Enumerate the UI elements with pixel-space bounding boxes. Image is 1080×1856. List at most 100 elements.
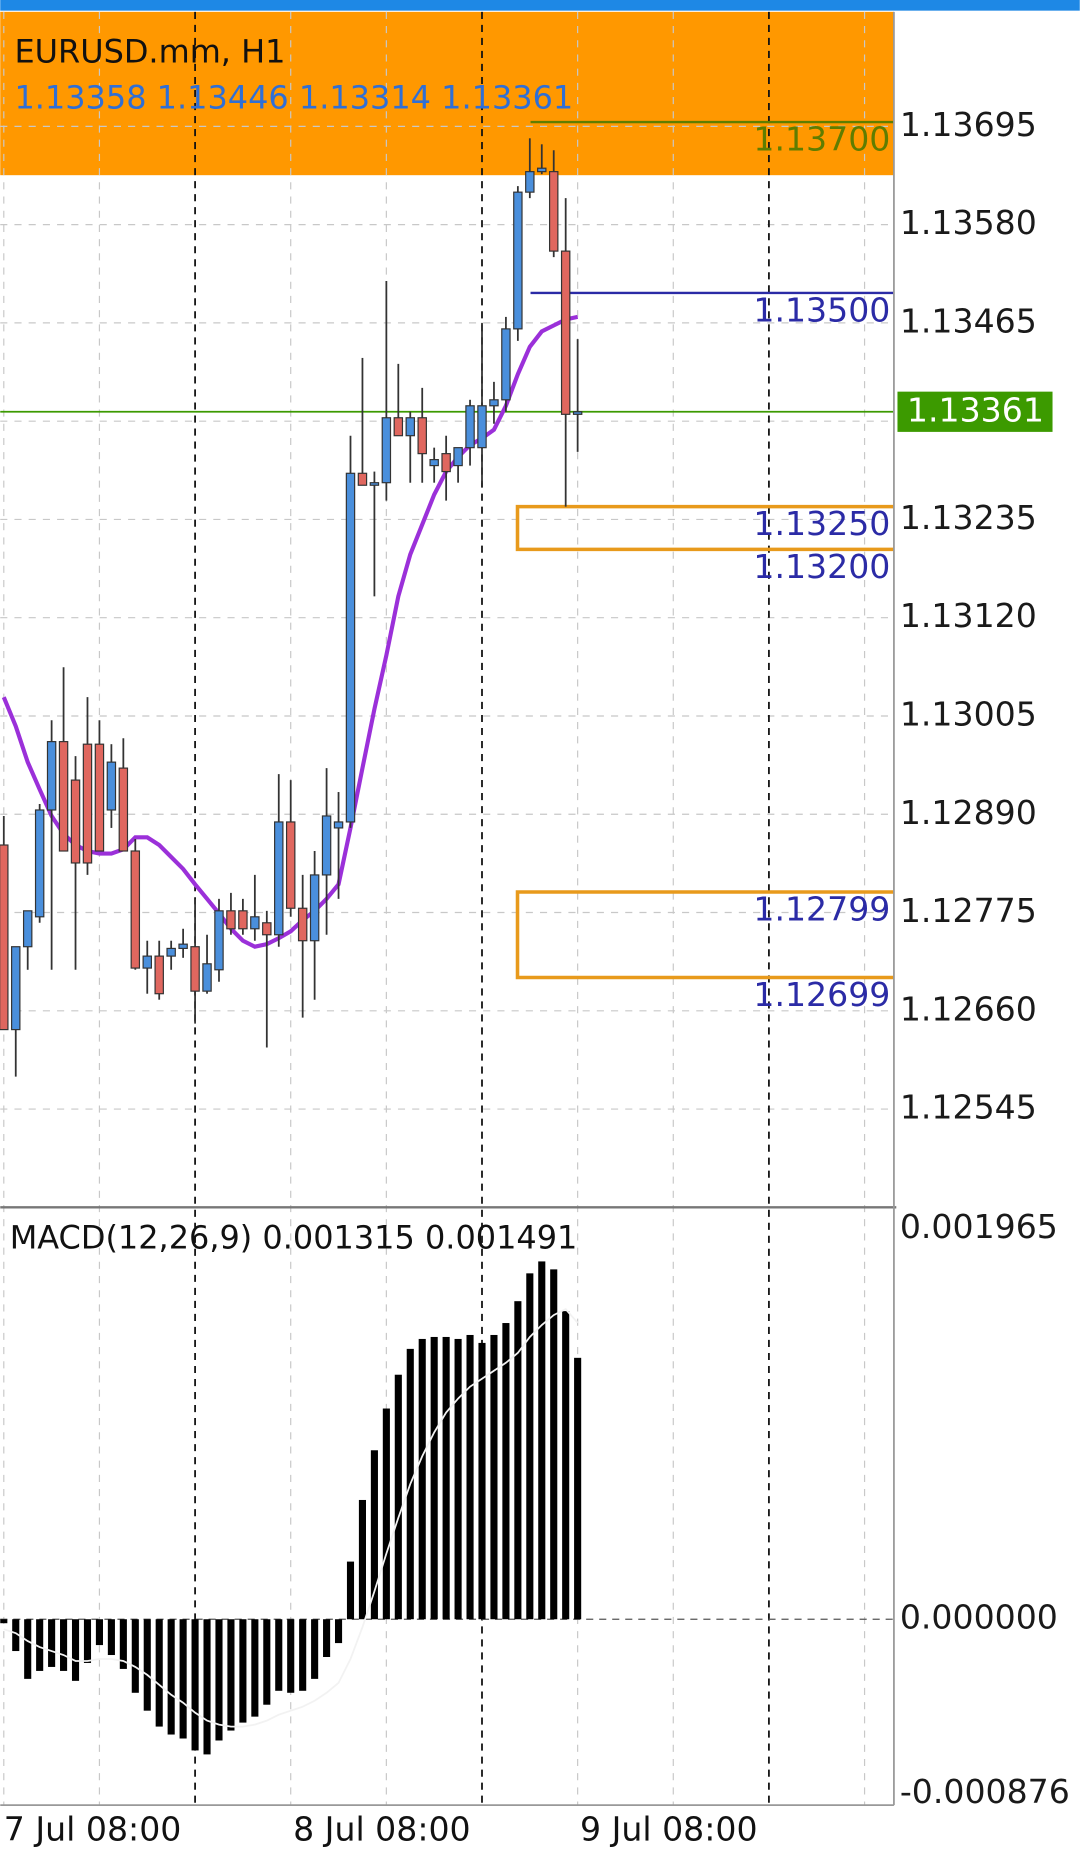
macd-bar bbox=[334, 1619, 343, 1644]
candle-body bbox=[357, 472, 368, 486]
macd-bar bbox=[526, 1273, 534, 1620]
macd-bar bbox=[490, 1334, 498, 1620]
macd-name: MACD(12,26,9) bbox=[10, 1218, 253, 1256]
y-tick-label: 1.12890 bbox=[900, 793, 1037, 832]
macd-bar bbox=[131, 1619, 139, 1693]
macd-bar bbox=[71, 1619, 80, 1681]
candle-body bbox=[262, 922, 272, 936]
candle-body bbox=[405, 417, 416, 437]
macd-bar bbox=[48, 1619, 56, 1667]
macd-bar bbox=[442, 1336, 450, 1620]
y-tick-label: 1.13580 bbox=[900, 203, 1037, 242]
y-tick-label: 1.12545 bbox=[900, 1088, 1037, 1127]
candle-body bbox=[226, 910, 236, 930]
current-price-label: 1.13361 bbox=[907, 390, 1044, 429]
candle-body bbox=[250, 916, 260, 930]
macd-bar bbox=[370, 1450, 378, 1620]
zone bbox=[515, 890, 894, 980]
y-tick-label: 1.13695 bbox=[900, 105, 1037, 144]
candle-body bbox=[34, 809, 45, 918]
macd-title: MACD(12,26,9) 0.001315 0.001491 bbox=[10, 1218, 578, 1256]
level-label: 1.13700 bbox=[753, 120, 890, 159]
candle-body bbox=[417, 417, 427, 455]
candle-body bbox=[453, 447, 463, 467]
macd-bar bbox=[454, 1338, 462, 1620]
macd-bar bbox=[574, 1357, 582, 1620]
candle-body bbox=[190, 946, 200, 992]
ohlc-value: 1.13358 bbox=[14, 78, 146, 116]
candle-body bbox=[345, 472, 356, 823]
ohlc-readout: 1.13358 1.13446 1.13314 1.13361 bbox=[14, 78, 573, 116]
ohlc-value: 1.13314 bbox=[299, 78, 431, 116]
zone-bottom-label: 1.12699 bbox=[753, 975, 890, 1014]
macd-bar bbox=[60, 1619, 68, 1671]
macd-bar bbox=[24, 1619, 32, 1679]
ohlc-value: 1.13446 bbox=[157, 78, 289, 116]
zone-top-label: 1.12799 bbox=[753, 889, 890, 928]
y-tick-label: 0.000000 bbox=[900, 1598, 1058, 1637]
macd-bar bbox=[215, 1619, 223, 1741]
macd-value: 0.001315 bbox=[262, 1218, 414, 1256]
macd-bar bbox=[514, 1301, 522, 1620]
macd-bar bbox=[478, 1342, 486, 1620]
macd-bar bbox=[12, 1619, 20, 1652]
candle-body bbox=[70, 779, 81, 864]
x-tick-label: 7 Jul 08:00 bbox=[4, 1810, 182, 1849]
candle-body bbox=[537, 167, 547, 173]
zone-top-label: 1.13250 bbox=[753, 504, 890, 543]
candle-body bbox=[501, 328, 511, 401]
macd-bar bbox=[346, 1561, 355, 1620]
macd-bar bbox=[95, 1619, 103, 1646]
candle-body bbox=[58, 741, 69, 852]
candle-body bbox=[142, 955, 152, 969]
candle-body bbox=[154, 955, 164, 995]
candle-body bbox=[513, 191, 523, 330]
candle-body bbox=[465, 405, 475, 449]
candle-body bbox=[82, 743, 93, 864]
candle-body bbox=[130, 850, 141, 969]
candle-body bbox=[202, 963, 212, 992]
y-tick-label: 0.001965 bbox=[900, 1207, 1058, 1246]
macd-bar bbox=[263, 1619, 271, 1705]
candle-body bbox=[477, 405, 487, 449]
macd-bar bbox=[466, 1334, 474, 1620]
candle-body bbox=[333, 821, 344, 829]
ohlc-value: 1.13361 bbox=[441, 78, 573, 116]
candle-body bbox=[118, 767, 129, 852]
candle-body bbox=[393, 417, 404, 437]
y-tick-label: 1.13120 bbox=[900, 596, 1037, 635]
macd-bar bbox=[143, 1619, 151, 1711]
macd-bar bbox=[287, 1619, 295, 1693]
candle-body bbox=[321, 815, 332, 876]
candle-body bbox=[178, 943, 188, 950]
macd-bar bbox=[239, 1619, 247, 1723]
macd-bar bbox=[275, 1619, 283, 1691]
macd-bar bbox=[538, 1261, 546, 1620]
level-label: 1.13500 bbox=[753, 290, 890, 329]
macd-bar bbox=[83, 1619, 92, 1663]
zone bbox=[515, 504, 894, 552]
candle-body bbox=[274, 821, 284, 936]
candle-body bbox=[489, 399, 499, 407]
candle-body bbox=[285, 821, 296, 909]
macd-signal bbox=[3, 1308, 579, 1728]
candle-body bbox=[572, 411, 583, 415]
status-strip bbox=[0, 0, 1080, 11]
macd-bar bbox=[119, 1619, 127, 1669]
candle-body bbox=[560, 250, 571, 415]
y-tick-label: 1.13235 bbox=[900, 498, 1037, 537]
candle-body bbox=[369, 482, 380, 486]
candle-body bbox=[297, 907, 308, 942]
symbol-title: EURUSD.mm, H1 bbox=[14, 32, 285, 70]
candle-body bbox=[309, 874, 320, 942]
candle-body bbox=[525, 171, 535, 193]
candle-body bbox=[548, 171, 559, 252]
y-tick-label: -0.000876 bbox=[900, 1772, 1070, 1811]
macd-bar bbox=[502, 1323, 510, 1620]
candle-body bbox=[238, 910, 248, 930]
macd-bar bbox=[155, 1619, 163, 1727]
candle-body bbox=[106, 761, 117, 811]
candle-body bbox=[166, 947, 176, 957]
